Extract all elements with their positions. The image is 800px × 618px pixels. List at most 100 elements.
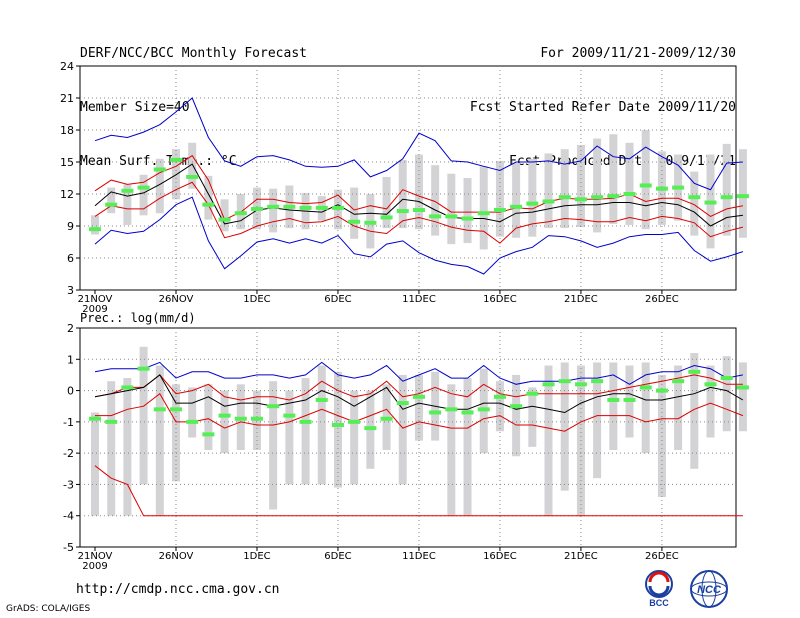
climatology-marker <box>672 185 685 190</box>
range-bar <box>706 365 715 438</box>
climatology-marker <box>250 206 263 211</box>
climatology-marker <box>655 388 668 393</box>
range-bar <box>350 187 359 239</box>
range-bar <box>123 184 132 225</box>
climatology-marker <box>89 227 101 232</box>
range-bar <box>447 384 456 516</box>
climatology-marker <box>720 195 733 200</box>
y-tick-label: 12 <box>60 188 74 201</box>
climatology-marker <box>429 214 442 219</box>
series-ensemble-min <box>94 465 743 517</box>
climatology-marker <box>186 419 199 424</box>
climatology-marker <box>348 419 361 424</box>
source-url[interactable]: http://cmdp.ncc.cma.gov.cn <box>76 582 280 597</box>
y-tick-label: 6 <box>67 252 74 265</box>
climatology-marker <box>364 426 377 431</box>
y-tick-label: 21 <box>60 92 74 105</box>
range-bar <box>188 387 197 438</box>
climatology-marker <box>655 186 668 191</box>
climatology-marker <box>380 416 393 421</box>
climatology-marker <box>461 216 474 221</box>
y-tick-label: 2 <box>67 322 74 335</box>
plot-frame-temperature <box>79 65 737 291</box>
climatology-marker <box>412 394 425 399</box>
climatology-marker <box>348 219 361 224</box>
climatology-marker <box>267 404 280 409</box>
series-lower-spread <box>94 181 744 244</box>
forecast-title: DERF/NCC/BCC Monthly Forecast <box>80 46 307 61</box>
y-tick-label: -2 <box>63 447 74 460</box>
range-bar <box>722 143 731 236</box>
range-bar <box>91 412 99 516</box>
range-bar <box>625 142 634 225</box>
climatology-marker <box>623 397 636 402</box>
range-bar <box>414 374 423 441</box>
x-tick-label: 11DEC <box>402 294 436 305</box>
climatology-marker <box>169 407 182 412</box>
climatology-marker <box>558 379 571 384</box>
climatology-marker <box>591 379 604 384</box>
climatology-marker <box>234 416 247 421</box>
range-bar <box>674 365 683 451</box>
climatology-marker <box>89 416 101 421</box>
climatology-marker <box>591 195 604 200</box>
climatology-marker <box>688 195 701 200</box>
climatology-marker <box>380 215 393 220</box>
climatology-marker <box>736 194 749 199</box>
range-bar <box>512 374 521 457</box>
climatology-marker <box>250 416 263 421</box>
climatology-marker <box>510 204 523 209</box>
x-tick-label: 26NOV <box>159 294 194 305</box>
forecast-period: For 2009/11/21-2009/12/30 <box>540 46 736 61</box>
range-bar <box>512 163 521 238</box>
range-bar <box>269 188 278 233</box>
climatology-marker <box>283 413 296 418</box>
climatology-marker <box>169 157 182 162</box>
bcc-logo-text: BCC <box>649 598 669 608</box>
range-bar <box>593 138 602 233</box>
climatology-marker <box>105 419 118 424</box>
range-bar <box>188 142 197 189</box>
x-year-label: 2009 <box>82 304 107 315</box>
climatology-marker <box>153 407 166 412</box>
climatology-marker <box>574 197 587 202</box>
range-bar <box>317 365 326 485</box>
range-bar <box>350 390 359 485</box>
y-tick-label: -5 <box>63 541 74 554</box>
range-bar <box>204 175 213 220</box>
range-bar <box>609 134 618 224</box>
y-tick-label: 18 <box>60 124 74 137</box>
y-tick-label: -1 <box>63 416 74 429</box>
series-upper-spread <box>94 154 743 221</box>
range-bar <box>414 154 423 230</box>
climatology-marker <box>542 382 555 387</box>
climatology-marker <box>607 194 620 199</box>
climatology-marker <box>445 214 458 219</box>
climatology-marker <box>331 205 344 210</box>
grads-credit: GrADS: COLA/IGES <box>6 604 91 614</box>
climatology-marker <box>186 174 199 179</box>
forecast-started-date: Fcst Started Refer Date 2009/11/20 <box>469 100 736 115</box>
range-bar <box>593 362 602 479</box>
x-tick-label: 21DEC <box>564 551 598 562</box>
y-tick-label: 0 <box>67 385 74 398</box>
range-bar <box>155 365 164 516</box>
climatology-marker <box>672 379 685 384</box>
series-lower-spread <box>95 392 744 432</box>
range-bar <box>204 384 213 451</box>
climatology-marker <box>477 407 490 412</box>
y-tick-label: 3 <box>67 284 74 297</box>
climatology-marker <box>607 397 620 402</box>
climatology-marker <box>202 432 215 437</box>
range-bar <box>641 362 650 454</box>
member-size: Member Size=40 <box>80 100 190 115</box>
range-bar <box>91 215 99 235</box>
x-tick-label: 1DEC <box>243 294 270 305</box>
range-bar <box>738 362 747 432</box>
range-bar <box>609 362 618 451</box>
climatology-marker <box>283 204 296 209</box>
range-bar <box>479 166 488 250</box>
range-bar <box>544 153 553 229</box>
climatology-marker <box>299 419 312 424</box>
